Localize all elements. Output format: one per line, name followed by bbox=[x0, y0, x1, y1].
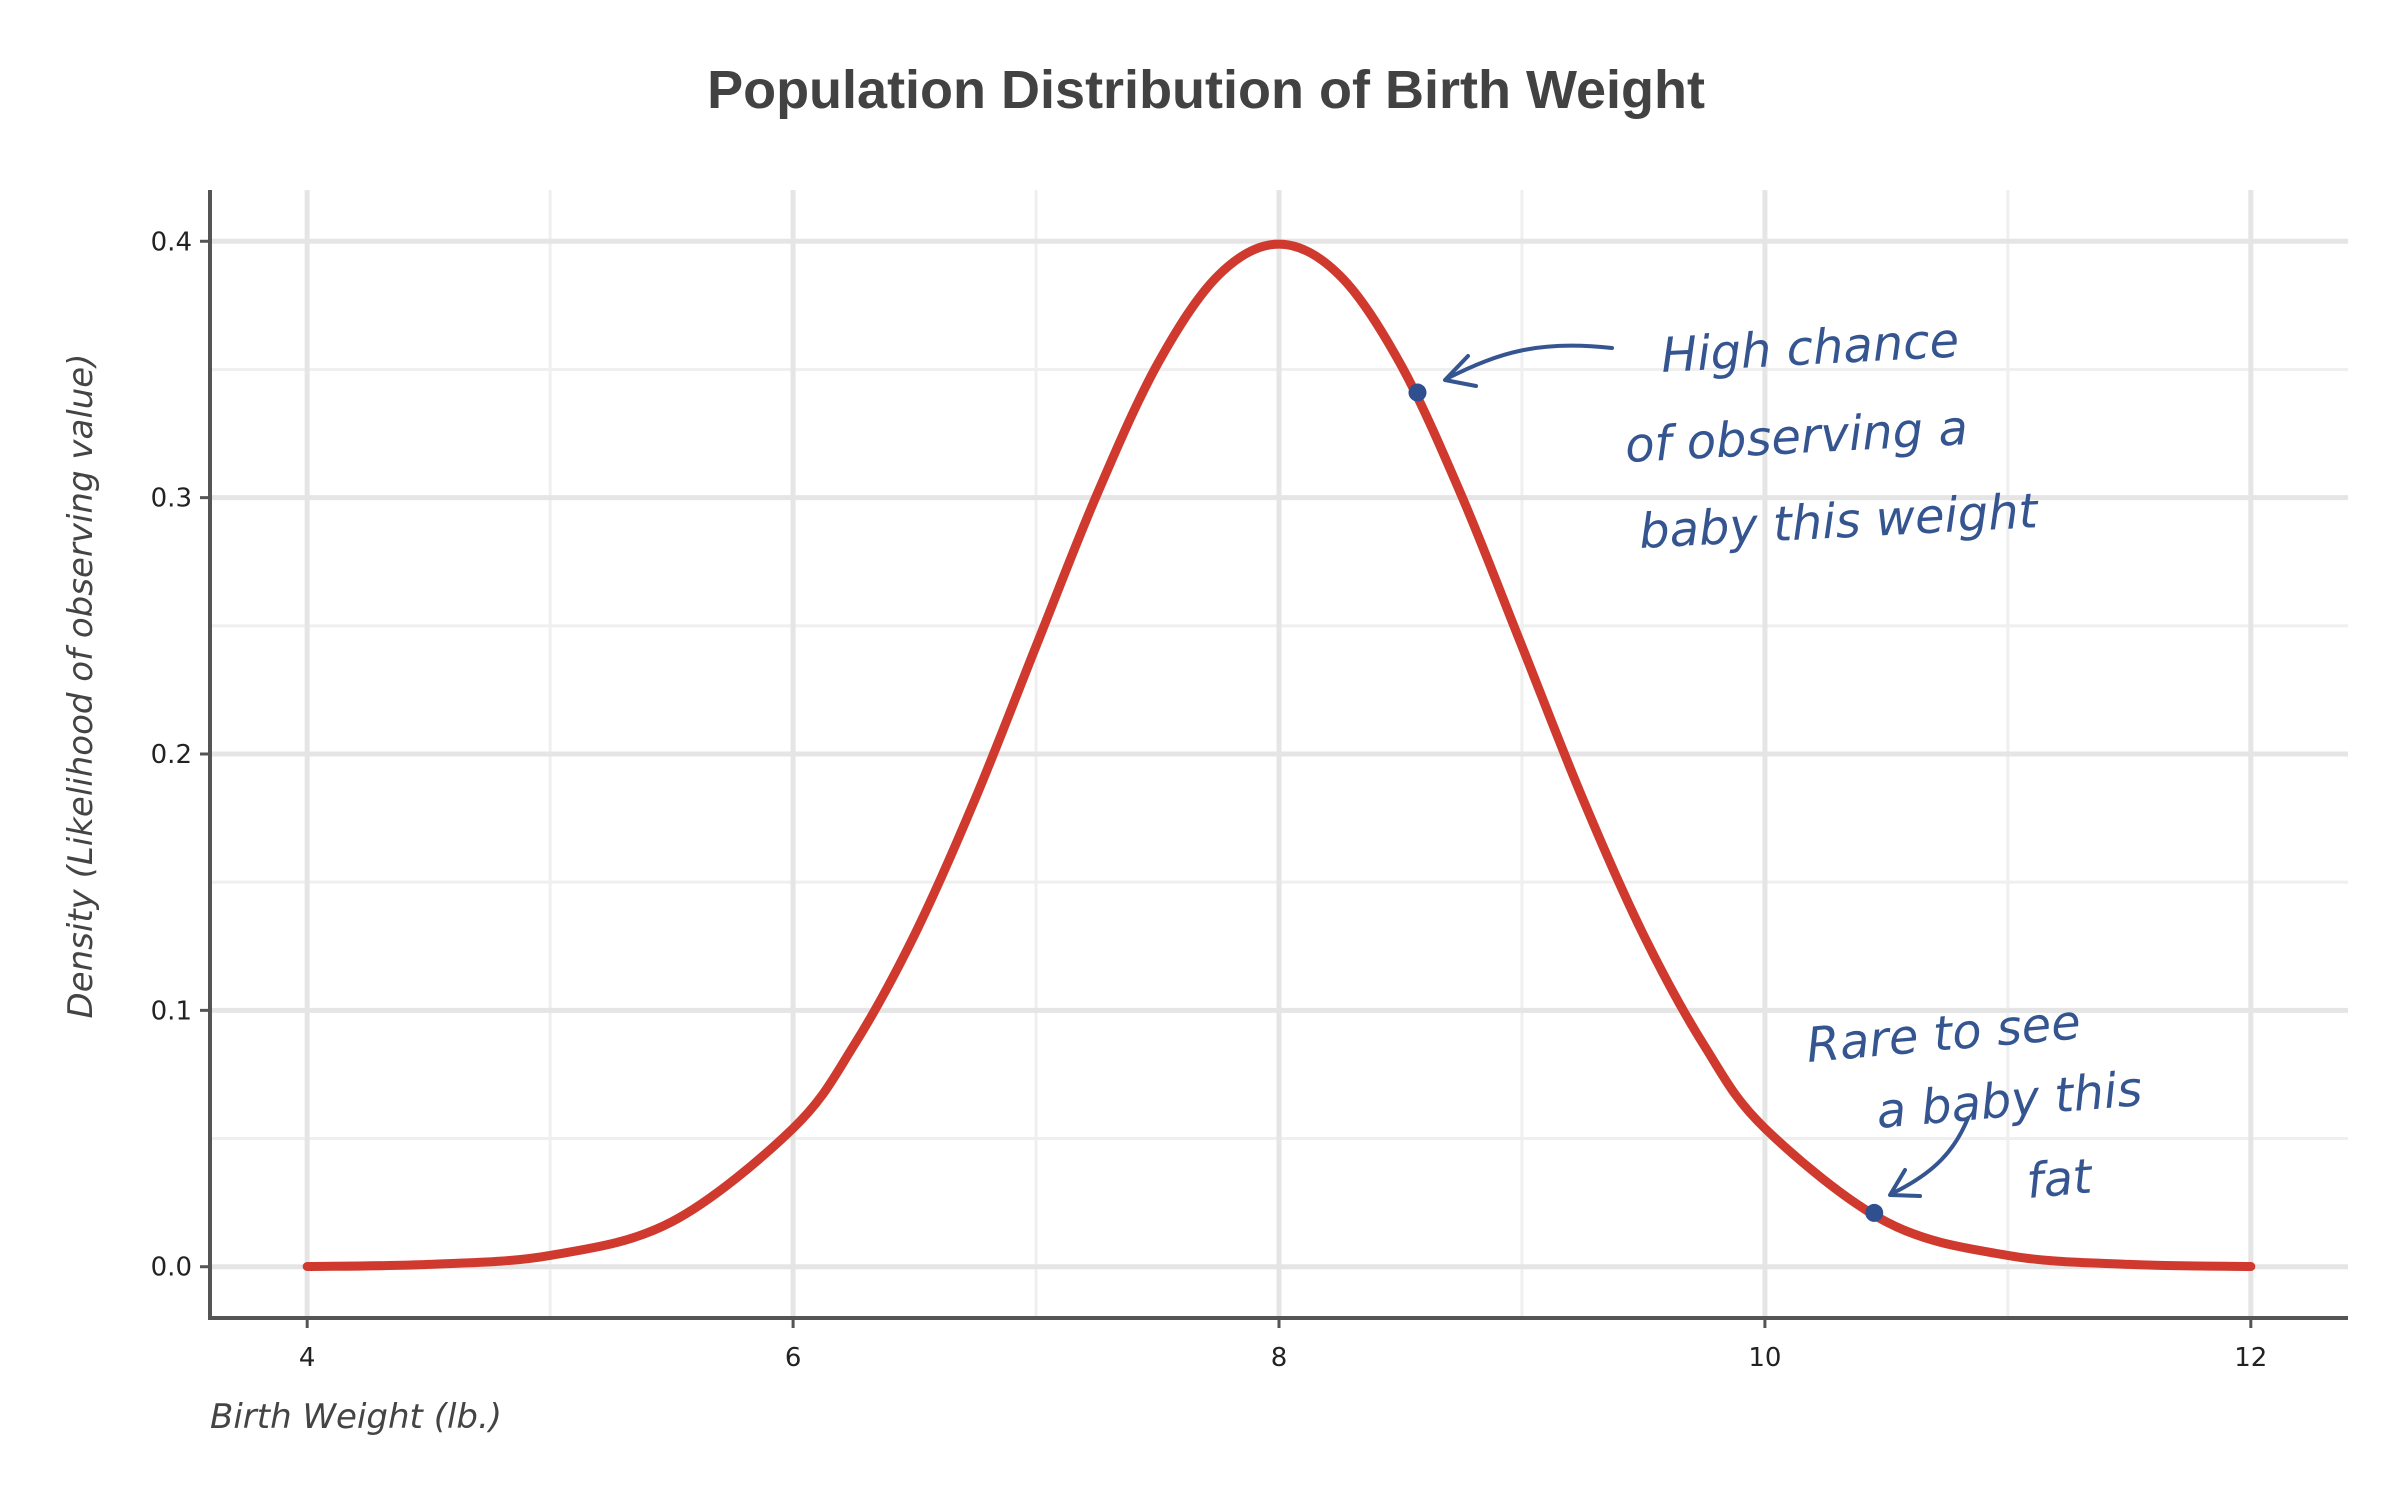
x-tick-label-2: 8 bbox=[1271, 1343, 1288, 1373]
arrow-high-chance bbox=[1446, 343, 1614, 380]
y-tick-label-4: 0.4 bbox=[151, 227, 192, 257]
arrow-rare bbox=[1893, 1116, 1970, 1194]
annotation-high-chance-line-2: of observing a bbox=[1624, 400, 1969, 474]
annotation-high-chance-line-3: baby this weight bbox=[1638, 483, 2041, 560]
y-tick-label-3: 0.3 bbox=[151, 484, 192, 514]
arrowhead-high-chance bbox=[1443, 354, 1478, 388]
annotation-high-chance: High chance of observing a baby this wei… bbox=[1408, 312, 2041, 560]
y-tick-label-0: 0.0 bbox=[151, 1253, 192, 1283]
x-tick-label-3: 10 bbox=[1748, 1343, 1781, 1373]
x-ticks: 4 6 8 10 12 bbox=[299, 1318, 2267, 1373]
marker-high-chance bbox=[1408, 383, 1427, 402]
grid bbox=[210, 190, 2348, 1318]
annotation-rare-line-2: a baby this bbox=[1874, 1061, 2144, 1140]
y-ticks: 0.0 0.1 0.2 0.3 0.4 bbox=[151, 227, 210, 1283]
y-tick-label-2: 0.2 bbox=[151, 740, 192, 770]
arrowhead-rare bbox=[1888, 1168, 1922, 1198]
y-axis-label: Density (Likelihood of observing value) bbox=[61, 354, 101, 1019]
annotation-rare-line-3: fat bbox=[2024, 1148, 2096, 1210]
annotation-rare-line-1: Rare to see bbox=[1804, 994, 2083, 1074]
x-tick-label-4: 12 bbox=[2234, 1343, 2267, 1373]
annotation-rare: Rare to see a baby this fat bbox=[1804, 994, 2144, 1222]
chart-title: Population Distribution of Birth Weight bbox=[707, 60, 1705, 120]
x-tick-label-0: 4 bbox=[299, 1343, 316, 1373]
y-tick-label-1: 0.1 bbox=[151, 996, 192, 1026]
density-curve bbox=[302, 239, 2256, 1271]
x-axis-label: Birth Weight (lb.) bbox=[210, 1397, 502, 1437]
x-tick-label-1: 6 bbox=[785, 1343, 802, 1373]
marker-rare bbox=[1865, 1203, 1884, 1222]
annotation-high-chance-line-1: High chance bbox=[1660, 312, 1961, 384]
